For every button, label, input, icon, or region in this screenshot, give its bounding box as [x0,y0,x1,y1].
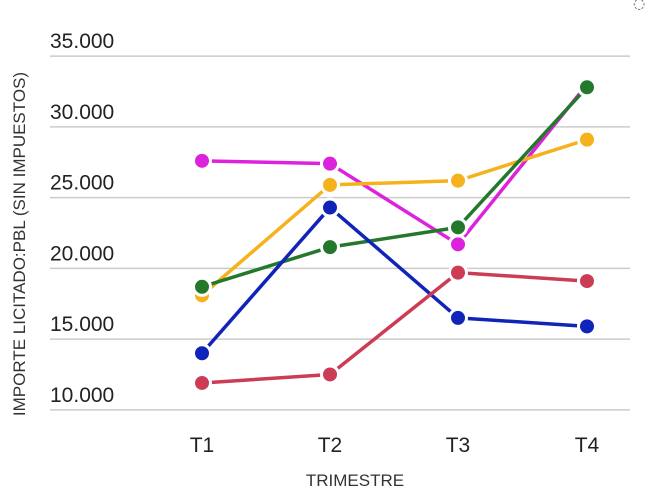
data-point[interactable] [577,129,597,150]
series-lines [200,83,589,385]
data-point[interactable] [448,234,468,255]
x-axis-title: TRIMESTRE [306,471,404,490]
data-point[interactable] [448,217,468,238]
series-line-2 [200,137,588,297]
data-point[interactable] [320,364,340,385]
x-tick-labels: T1 T2 T3 T4 [190,434,600,457]
data-point[interactable] [320,237,340,258]
y-tick-label: 20.000 [50,242,114,265]
data-point[interactable] [192,343,212,364]
data-point[interactable] [448,170,468,191]
y-tick-label: 25.000 [50,172,114,195]
data-point[interactable] [192,276,212,297]
data-point[interactable] [320,197,340,218]
x-tick-label: T2 [318,434,343,457]
data-point[interactable] [577,77,597,98]
x-tick-label: T1 [190,434,215,457]
series-line-1 [201,83,589,247]
y-tick-label: 10.000 [50,384,114,407]
data-points [192,74,597,393]
series-line-5 [201,270,588,385]
data-point[interactable] [448,307,468,328]
y-axis-title: IMPORTE LICITADO:PBL (SIN IMPUESTOS) [10,72,29,416]
y-tick-label: 35.000 [50,30,114,53]
gridlines [50,55,630,411]
data-point[interactable] [192,150,212,171]
x-tick-label: T3 [446,434,471,457]
series-line-4 [200,205,588,355]
y-tick-label: 15.000 [50,313,114,336]
data-point[interactable] [320,174,340,195]
menu-glyph-icon: ◌ [633,0,645,12]
data-point[interactable] [577,271,597,292]
data-point[interactable] [448,262,468,283]
data-point[interactable] [320,153,340,174]
series-line-3 [201,86,589,289]
y-tick-labels: 10.000 15.000 20.000 25.000 30.000 35.000 [50,30,114,407]
x-tick-label: T4 [575,434,600,457]
data-point[interactable] [577,316,597,337]
data-point[interactable] [192,372,212,393]
y-tick-label: 30.000 [50,101,114,124]
